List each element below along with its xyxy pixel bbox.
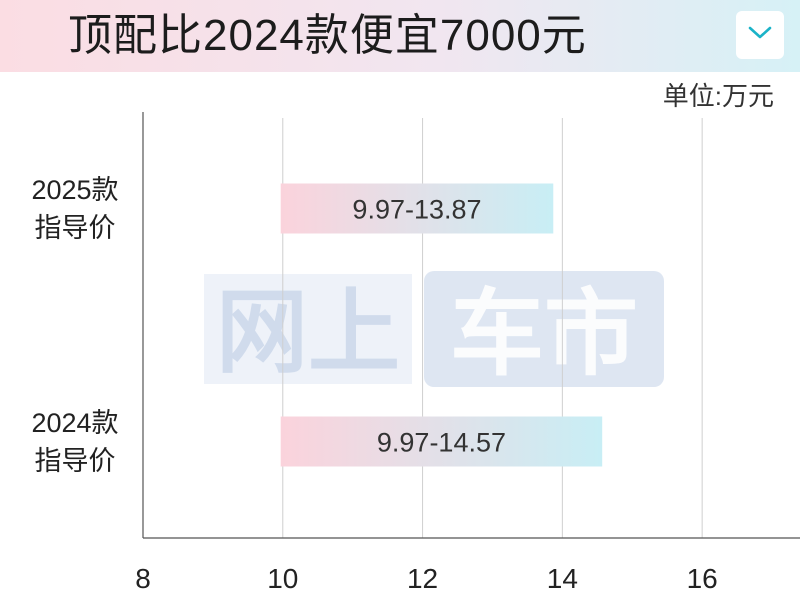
header-bar: 顶配比2024款便宜7000元 [0,0,800,72]
range-bar [280,416,603,467]
x-tick-label: 12 [407,563,438,594]
chevron-down-icon [747,25,773,46]
category-label: 2025款指导价 [15,171,135,247]
dropdown-button[interactable] [736,11,784,59]
page-title: 顶配比2024款便宜7000元 [68,11,587,60]
watermark: 网上 车市 [204,271,664,389]
category-label-line2: 指导价 [34,445,116,476]
category-label-line1: 2024款 [31,407,119,438]
watermark-text-a: 网上 [216,279,400,386]
x-tick-label: 16 [687,563,718,594]
category-label: 2024款指导价 [15,404,135,480]
range-bar [280,183,554,234]
bar-value-label: 9.97-14.57 [377,428,506,458]
watermark-text-b: 车市 [450,280,638,389]
x-tick-label: 8 [135,563,151,594]
unit-label: 单位:万元 [662,81,774,111]
x-tick-label: 14 [547,563,578,594]
bar-value-label: 9.97-13.87 [352,195,481,225]
x-tick-label: 10 [267,563,298,594]
category-label-line1: 2025款 [31,174,119,205]
category-label-line2: 指导价 [34,212,116,243]
